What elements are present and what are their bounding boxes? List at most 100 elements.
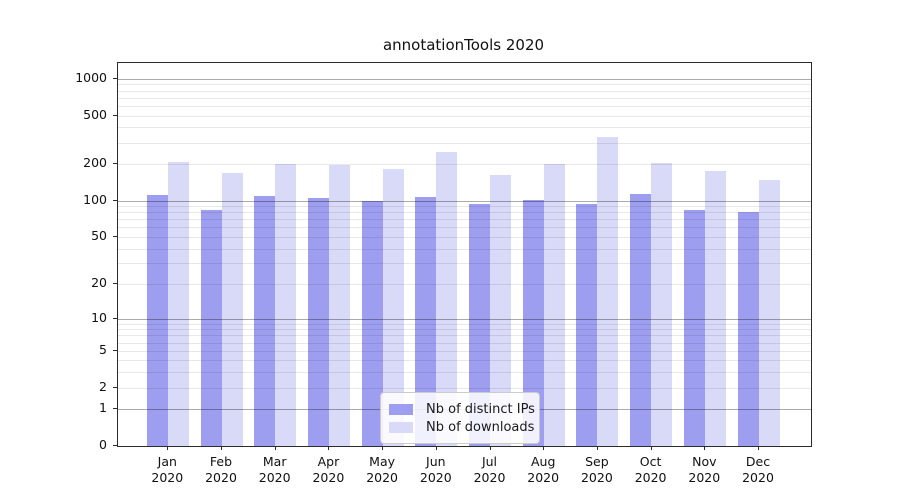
grid-line (118, 164, 811, 166)
bar-downloads (167, 162, 189, 446)
bar-distinct-ips (630, 193, 652, 446)
bar-downloads (275, 164, 297, 446)
x-tick-mark (704, 446, 706, 450)
y-tick-label: 200 (83, 155, 107, 171)
grid-line (118, 78, 811, 80)
grid-line (118, 219, 811, 221)
grid-line (118, 127, 811, 129)
x-tick-label: Oct 2020 (634, 454, 667, 485)
y-tick-mark (113, 317, 117, 319)
x-tick-mark (650, 446, 652, 450)
y-tick-mark (113, 283, 117, 285)
grid-line (118, 335, 811, 337)
x-tick-mark (596, 446, 598, 450)
x-tick-label: Jun 2020 (419, 454, 452, 485)
x-tick-mark (382, 446, 384, 450)
grid-line (118, 97, 811, 99)
legend-swatch-distinct-ips (389, 403, 413, 415)
grid-line (118, 329, 811, 331)
grid-line (118, 284, 811, 286)
grid-line (118, 248, 811, 250)
x-tick-label: Mar 2020 (258, 454, 291, 485)
y-tick-mark (113, 408, 117, 410)
grid-line (118, 360, 811, 362)
bar-downloads (221, 173, 243, 446)
y-tick-label: 5 (99, 341, 107, 357)
grid-line (118, 84, 811, 86)
bar-downloads (597, 136, 619, 446)
y-tick-label: 50 (91, 227, 107, 243)
x-tick-label: Apr 2020 (312, 454, 345, 485)
bar-distinct-ips (415, 196, 437, 446)
x-tick-mark (489, 446, 491, 450)
legend-item-distinct-ips: Nb of distinct IPs (389, 401, 535, 417)
grid-line (118, 206, 811, 208)
x-tick-label: Feb 2020 (205, 454, 237, 485)
x-tick-label: Sep 2020 (580, 454, 613, 485)
grid-line (118, 105, 811, 107)
bar-downloads (328, 165, 350, 446)
y-tick-mark (113, 445, 117, 446)
y-tick-mark (113, 235, 117, 237)
bar-distinct-ips (361, 200, 383, 446)
grid-line (118, 227, 811, 229)
y-tick-mark (113, 114, 117, 116)
grid-line (118, 115, 811, 117)
y-tick-mark (113, 199, 117, 201)
y-tick-label: 0 (99, 437, 107, 452)
bar-distinct-ips (576, 203, 598, 446)
bar-distinct-ips (737, 212, 759, 446)
grid-line (118, 200, 811, 202)
x-tick-label: Dec 2020 (742, 454, 774, 485)
x-tick-label: Jul 2020 (473, 454, 506, 485)
bar-downloads (758, 180, 780, 446)
x-tick-mark (435, 446, 437, 450)
y-tick-label: 100 (83, 191, 107, 207)
y-tick-mark (113, 349, 117, 351)
y-tick-label: 2 (99, 378, 107, 394)
chart-title: annotationTools 2020 (382, 36, 545, 54)
bar-downloads (490, 174, 511, 446)
x-tick-label: Nov 2020 (688, 454, 721, 485)
bar-distinct-ips (522, 200, 544, 446)
bar-distinct-ips (683, 209, 705, 446)
plot-area (117, 62, 812, 447)
x-tick-label: Aug 2020 (527, 454, 560, 485)
legend-label-distinct-ips: Nb of distinct IPs (426, 401, 535, 417)
grid-line (118, 342, 811, 344)
y-tick-label: 500 (83, 106, 107, 122)
x-tick-label: Jan 2020 (151, 454, 184, 485)
bar-distinct-ips (307, 197, 329, 446)
grid-line (118, 318, 811, 320)
grid-line (118, 90, 811, 92)
grid-line (118, 350, 811, 352)
grid-line (118, 372, 811, 374)
bar-downloads (651, 162, 673, 446)
bar-downloads (436, 151, 458, 446)
bar-distinct-ips (200, 209, 222, 446)
y-tick-mark (113, 386, 117, 388)
x-tick-mark (221, 446, 222, 450)
y-tick-label: 1 (99, 400, 107, 416)
y-tick-mark (113, 77, 117, 79)
x-tick-mark (328, 446, 330, 450)
grid-line (118, 142, 811, 144)
bar-distinct-ips (254, 196, 276, 446)
grid-line (118, 212, 811, 214)
x-tick-mark (543, 446, 545, 450)
y-tick-mark (113, 163, 117, 165)
grid-line (118, 236, 811, 238)
x-tick-mark (758, 446, 759, 450)
y-tick-label: 1000 (75, 69, 107, 85)
x-tick-mark (274, 446, 276, 450)
grid-line (118, 323, 811, 325)
y-tick-label: 10 (91, 309, 107, 325)
y-tick-label: 20 (91, 275, 107, 291)
bar-distinct-ips (469, 203, 490, 446)
grid-line (118, 387, 811, 389)
legend-swatch-downloads (389, 421, 413, 433)
bar-downloads (704, 170, 726, 446)
x-tick-mark (167, 446, 169, 450)
grid-line (118, 263, 811, 265)
